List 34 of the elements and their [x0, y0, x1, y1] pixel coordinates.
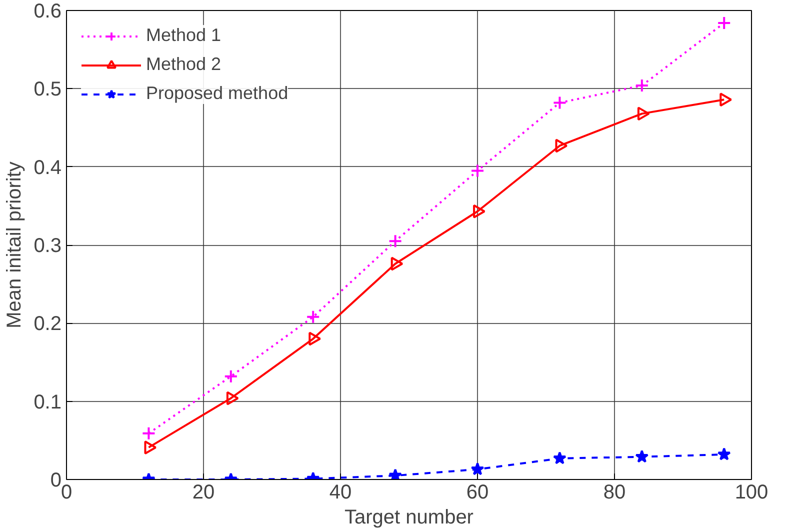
x-tick-label: 60	[466, 482, 489, 504]
x-tick-label: 20	[192, 482, 215, 504]
y-tick-label: 0.3	[34, 235, 62, 257]
point	[635, 450, 649, 463]
point	[473, 204, 486, 218]
x-tick-label: 100	[734, 482, 768, 504]
point	[308, 332, 322, 346]
point	[388, 468, 402, 480]
x-tick-label: 40	[329, 482, 352, 504]
legend-label: Proposed method	[146, 83, 288, 104]
x-axis-title: Target number	[344, 506, 474, 528]
legend-label: Method 1	[146, 25, 222, 46]
point	[470, 164, 484, 178]
x-tick-label: 80	[603, 482, 626, 504]
y-tick-label: 0.2	[34, 313, 62, 336]
y-tick-label: 0.6	[34, 0, 62, 22]
y-tick-label: 0.1	[34, 391, 62, 414]
point	[390, 256, 404, 271]
y-tick-label: 0.5	[34, 78, 62, 101]
point	[717, 16, 732, 30]
y-tick-label: 0.4	[34, 156, 62, 179]
point	[552, 451, 566, 464]
point	[470, 462, 484, 476]
point	[388, 234, 402, 248]
point	[144, 440, 157, 454]
point	[224, 369, 238, 384]
point	[717, 447, 731, 460]
point	[142, 426, 156, 440]
legend-label: Method 2	[146, 54, 222, 75]
point	[552, 96, 567, 110]
point	[306, 310, 320, 324]
point	[634, 78, 649, 93]
y-axis-title: Mean initail priority	[4, 162, 26, 328]
point	[226, 391, 239, 406]
